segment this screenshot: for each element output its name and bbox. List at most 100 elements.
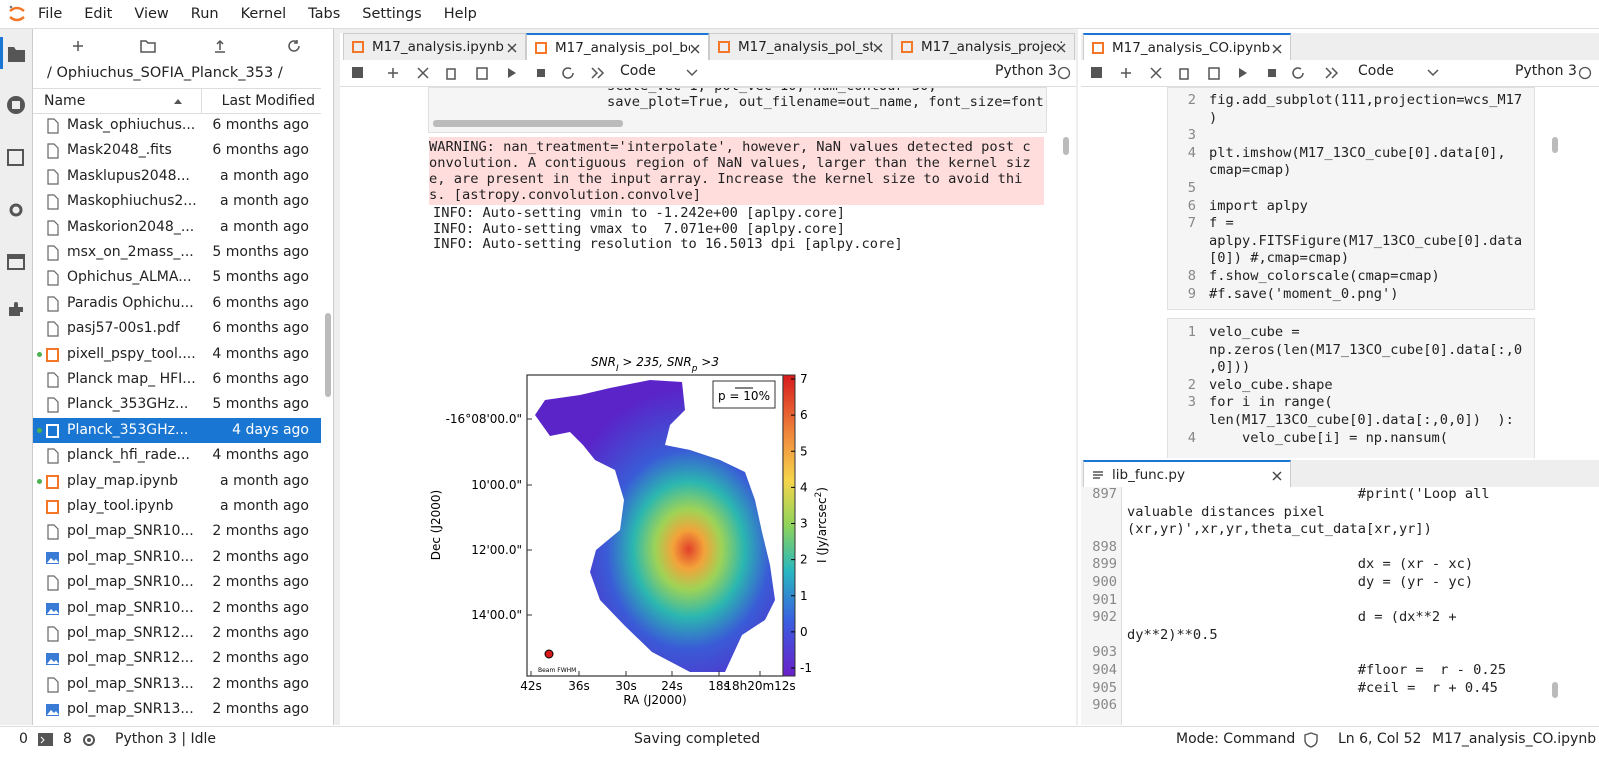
- menu-item[interactable]: Run: [190, 6, 219, 22]
- notebook-toolbar: Code Python 3: [340, 60, 1076, 87]
- tab[interactable]: M17_analysis_pol_str: [709, 33, 892, 60]
- toolbar-icons[interactable]: [350, 65, 620, 81]
- file-row[interactable]: msx_on_2mass_... 5 months ago: [33, 240, 321, 265]
- plot-title: SNRI > 235, SNRp >3: [591, 355, 719, 374]
- menu-item[interactable]: Edit: [84, 6, 113, 22]
- tab[interactable]: M17_analysis_pol_bo: [526, 33, 709, 60]
- file-icon: [47, 372, 59, 388]
- menu-item[interactable]: Tabs: [308, 6, 341, 22]
- file-row[interactable]: pol_map_SNR10... 2 months ago: [33, 545, 321, 570]
- tab[interactable]: M17_analysis_project: [892, 33, 1075, 60]
- file-name: pixell_pspy_tool....: [67, 345, 196, 362]
- file-row[interactable]: planck_hfi_rade... 4 months ago: [33, 443, 321, 468]
- activity-bar: [0, 29, 33, 725]
- tab-close[interactable]: [690, 44, 700, 54]
- line-number: 3: [1187, 127, 1196, 144]
- code-line: plt.imshow(M17_13CO_cube[0].data[0],: [1209, 144, 1506, 161]
- file-icon: [46, 653, 59, 666]
- breadcrumb[interactable]: / Ophiuchus_SOFIA_Planck_353 /: [47, 65, 283, 81]
- output-line: scale_vec=1, pol_vec=10, num_contour=30,: [607, 88, 937, 95]
- file-row[interactable]: play_tool.ipynb a month ago: [33, 494, 321, 519]
- column-header[interactable]: Last Modified: [221, 93, 315, 109]
- file-icon: [47, 524, 59, 540]
- menu-item[interactable]: View: [134, 6, 169, 22]
- kernel-count[interactable]: 8: [63, 731, 72, 747]
- file-name: pol_map_SNR12...: [67, 650, 194, 667]
- file-row[interactable]: pol_map_SNR13... 2 months ago: [33, 672, 321, 697]
- file-modified: 2 months ago: [212, 574, 309, 591]
- file-row[interactable]: Masklupus2048... a month ago: [33, 164, 321, 189]
- tab[interactable]: M17_analysis.ipynb: [343, 33, 526, 60]
- tab-close[interactable]: [507, 43, 517, 53]
- line-number: 2: [1187, 92, 1196, 108]
- file-name: play_map.ipynb: [67, 472, 179, 489]
- code-line: for i in range(: [1209, 394, 1333, 411]
- activity-icons[interactable]: [0, 29, 32, 349]
- kernel-indicator: [1578, 66, 1592, 80]
- file-row[interactable]: pol_map_SNR13... 2 months ago: [33, 697, 321, 722]
- notebook-left: M17_analysis.ipynb M17_analysis_pol_bo M17…: [340, 33, 1076, 725]
- colorbar-tick-label: 7: [800, 372, 808, 386]
- list-header: Name Last Modified: [33, 88, 321, 114]
- h-scrollbar: [433, 120, 623, 127]
- tab-close[interactable]: [873, 43, 883, 53]
- file-row[interactable]: pasj57-00s1.pdf 6 months ago: [33, 316, 321, 341]
- terminal-count[interactable]: 0: [19, 731, 28, 747]
- file-row[interactable]: pol_map_SNR10... 2 months ago: [33, 570, 321, 595]
- kernel-name[interactable]: Python 3: [1515, 63, 1577, 79]
- file-row[interactable]: Paradis Ophichu... 6 months ago: [33, 291, 321, 316]
- file-modified: 2 months ago: [212, 650, 309, 667]
- x-tick-label: 42s: [520, 679, 542, 693]
- file-row[interactable]: Maskophiuchus2... a month ago: [33, 189, 321, 214]
- tab-close[interactable]: [1056, 43, 1066, 53]
- file-row[interactable]: pixell_pspy_tool.... 4 months ago: [33, 342, 321, 367]
- file-row[interactable]: pol_map_SNR12... 2 months ago: [33, 646, 321, 671]
- file-icon: [47, 296, 59, 312]
- column-header[interactable]: Name: [44, 93, 86, 109]
- file-row[interactable]: pol_map_SNR10... 2 months ago: [33, 519, 321, 544]
- file-row[interactable]: pol_map_SNR10... 2 months ago: [33, 596, 321, 621]
- tab-icon: [535, 42, 547, 54]
- kernel-status[interactable]: Python 3 | Idle: [115, 731, 217, 747]
- text-part: >3: [697, 355, 719, 369]
- file-row[interactable]: Planck_353GHz... 5 months ago: [33, 392, 321, 417]
- text-part: SNR: [667, 355, 692, 369]
- code-line: fig.add_subplot(111,projection=wcs_M17: [1209, 92, 1523, 108]
- file-row[interactable]: pol_map_SNR12... 2 months ago: [33, 621, 321, 646]
- scrollbar: [325, 313, 331, 397]
- file-row[interactable]: Mask2048_.fits 6 months ago: [33, 138, 321, 163]
- code-line: cmap=cmap): [1209, 162, 1292, 179]
- file-icon: [47, 118, 59, 134]
- menu-item[interactable]: Settings: [362, 6, 422, 22]
- file-row[interactable]: Planck map_ HFI... 6 months ago: [33, 367, 321, 392]
- file-row[interactable]: Ophichus_ALMA... 5 months ago: [33, 265, 321, 290]
- tab-title: M17_analysis.ipynb: [372, 39, 504, 55]
- colorbar-label: I (Jy/arcsec2): [814, 487, 829, 563]
- tab-title: M17_analysis_project: [921, 39, 1065, 55]
- menu-item[interactable]: File: [38, 6, 63, 22]
- file-modified: 6 months ago: [212, 320, 309, 337]
- file-row[interactable]: play_map.ipynb a month ago: [33, 469, 321, 494]
- menu-item[interactable]: Help: [443, 6, 477, 22]
- line-number: 9: [1187, 285, 1196, 302]
- kernel-name[interactable]: Python 3: [995, 63, 1057, 79]
- mode[interactable]: Mode: Command: [1176, 731, 1296, 747]
- text-part: ): [815, 487, 829, 492]
- code-line: velo_cube.shape: [1209, 376, 1333, 393]
- line-number: 897: [1092, 487, 1117, 502]
- cell-type[interactable]: Code: [1358, 63, 1394, 79]
- file-row[interactable]: Mask_ophiuchus... 6 months ago: [33, 113, 321, 138]
- menu-item[interactable]: Kernel: [240, 6, 287, 22]
- colorbar-tick-label: -1: [800, 661, 812, 675]
- cell-type[interactable]: Code: [620, 63, 656, 79]
- file-row[interactable]: Maskorion2048_... a month ago: [33, 215, 321, 240]
- toolbar-icons[interactable]: [1089, 65, 1359, 81]
- tab-title: M17_analysis_pol_bo: [555, 40, 697, 56]
- tab[interactable]: M17_analysis_CO.ipynb: [1083, 33, 1291, 60]
- file-row[interactable]: Planck_353GHz... 4 days ago: [33, 417, 321, 443]
- cursor-position[interactable]: Ln 6, Col 52: [1338, 731, 1422, 747]
- line-number: 5: [1187, 180, 1196, 196]
- tab[interactable]: lib_func.py: [1083, 460, 1291, 487]
- dropdown-icon: [1427, 69, 1439, 77]
- file-toolbar[interactable]: [33, 35, 333, 59]
